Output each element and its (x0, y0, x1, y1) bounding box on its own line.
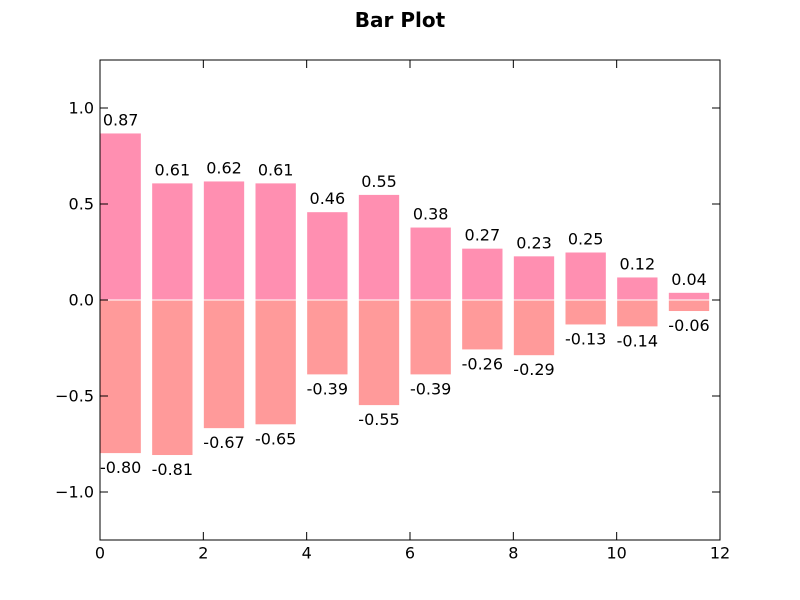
negative-value-label: -0.39 (410, 379, 451, 398)
negative-bar (461, 299, 504, 351)
y-tick-label: 0.5 (69, 195, 94, 214)
negative-bar (254, 299, 297, 426)
positive-value-label: 0.61 (155, 160, 191, 179)
positive-bar (616, 276, 659, 301)
chart-title: Bar Plot (355, 8, 446, 32)
negative-value-label: -0.39 (307, 379, 348, 398)
y-tick-label: −0.5 (55, 387, 94, 406)
negative-bars (99, 299, 711, 457)
positive-value-label: 0.55 (361, 172, 397, 191)
negative-value-labels: -0.80 -0.81 -0.67 -0.65 -0.39 -0.55 -0.39 -0.26… (100, 316, 710, 479)
positive-bar (202, 180, 246, 301)
positive-value-label: 0.23 (516, 233, 552, 252)
negative-bar (564, 299, 607, 326)
positive-value-label: 0.46 (310, 189, 346, 208)
positive-bar (99, 132, 142, 301)
y-tick-label: 0.0 (69, 291, 94, 310)
x-tick-label: 2 (198, 544, 208, 563)
x-tick-label: 6 (405, 544, 415, 563)
plot-frame (99, 59, 721, 541)
negative-value-label: -0.65 (255, 429, 296, 448)
negative-bar (99, 299, 142, 455)
y-tick-label: −1.0 (55, 483, 94, 502)
y-tick-labels: 1.0 0.5 0.0 −0.5 −1.0 (55, 99, 94, 502)
negative-value-label: -0.80 (100, 458, 141, 477)
positive-value-label: 0.04 (671, 270, 707, 289)
positive-value-label: 0.87 (103, 110, 139, 129)
negative-value-label: -0.13 (565, 329, 606, 348)
negative-value-label: -0.67 (203, 433, 244, 452)
negative-bar (616, 299, 659, 328)
y-tick-label: 1.0 (69, 99, 94, 118)
x-tick-label: 4 (302, 544, 312, 563)
negative-value-label: -0.81 (152, 460, 193, 479)
negative-bar (357, 299, 401, 407)
positive-bar (357, 193, 401, 301)
negative-value-label: -0.29 (513, 360, 554, 379)
positive-bar (564, 251, 607, 301)
positive-bars (99, 132, 711, 301)
negative-bar (306, 299, 349, 376)
negative-value-label: -0.55 (358, 410, 399, 429)
positive-value-labels: 0.87 0.61 0.62 0.61 0.46 0.55 0.38 0.27 0.23 0.25… (103, 110, 707, 288)
positive-value-label: 0.12 (620, 254, 656, 273)
positive-value-label: 0.61 (258, 160, 294, 179)
x-tick-labels: 0 2 4 6 8 10 12 (95, 544, 730, 563)
positive-bar (667, 291, 711, 301)
positive-value-label: 0.62 (206, 158, 242, 177)
negative-bar (151, 299, 194, 457)
negative-value-label: -0.14 (617, 331, 658, 350)
negative-bar (409, 299, 452, 376)
positive-bar (306, 211, 349, 301)
negative-bar (667, 299, 711, 313)
negative-value-label: -0.26 (462, 354, 503, 373)
positive-bar (254, 182, 297, 301)
x-tick-label: 8 (508, 544, 518, 563)
positive-value-label: 0.38 (413, 205, 449, 224)
negative-value-label: -0.06 (668, 316, 709, 335)
positive-value-label: 0.27 (465, 226, 501, 245)
positive-bar (151, 182, 194, 301)
x-tick-label: 12 (710, 544, 730, 563)
x-tick-label: 0 (95, 544, 105, 563)
positive-value-label: 0.25 (568, 230, 604, 249)
positive-bar (409, 226, 452, 301)
positive-bar (461, 247, 504, 301)
positive-bar (512, 255, 556, 301)
negative-bar (202, 299, 246, 430)
negative-bar (512, 299, 556, 357)
x-tick-label: 10 (606, 544, 626, 563)
